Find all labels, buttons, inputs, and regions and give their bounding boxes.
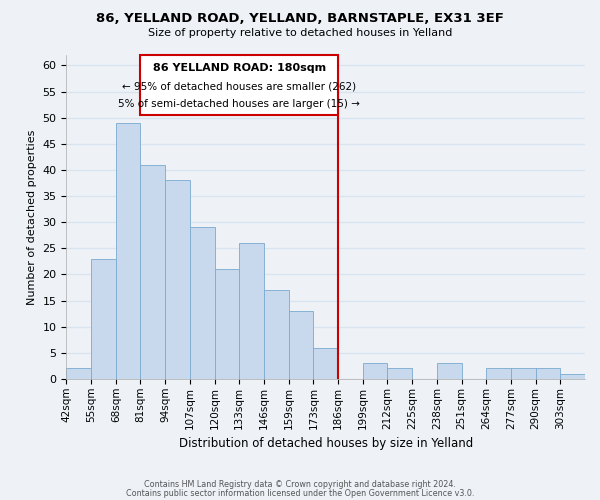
Text: ← 95% of detached houses are smaller (262): ← 95% of detached houses are smaller (26… <box>122 81 356 91</box>
FancyBboxPatch shape <box>140 55 338 115</box>
Bar <box>363 363 388 379</box>
Text: 5% of semi-detached houses are larger (15) →: 5% of semi-detached houses are larger (1… <box>118 100 360 110</box>
Text: Size of property relative to detached houses in Yelland: Size of property relative to detached ho… <box>148 28 452 38</box>
Bar <box>215 269 239 379</box>
Bar <box>511 368 536 379</box>
X-axis label: Distribution of detached houses by size in Yelland: Distribution of detached houses by size … <box>179 437 473 450</box>
Bar <box>388 368 412 379</box>
Y-axis label: Number of detached properties: Number of detached properties <box>27 130 37 304</box>
Bar <box>486 368 511 379</box>
Bar <box>116 123 140 379</box>
Text: Contains HM Land Registry data © Crown copyright and database right 2024.: Contains HM Land Registry data © Crown c… <box>144 480 456 489</box>
Bar <box>289 311 313 379</box>
Bar <box>239 243 264 379</box>
Bar <box>437 363 461 379</box>
Text: Contains public sector information licensed under the Open Government Licence v3: Contains public sector information licen… <box>126 488 474 498</box>
Text: 86 YELLAND ROAD: 180sqm: 86 YELLAND ROAD: 180sqm <box>153 63 326 73</box>
Bar <box>67 368 91 379</box>
Bar <box>536 368 560 379</box>
Text: 86, YELLAND ROAD, YELLAND, BARNSTAPLE, EX31 3EF: 86, YELLAND ROAD, YELLAND, BARNSTAPLE, E… <box>96 12 504 26</box>
Bar <box>140 164 165 379</box>
Bar <box>313 348 338 379</box>
Bar <box>91 258 116 379</box>
Bar <box>560 374 585 379</box>
Bar <box>190 228 215 379</box>
Bar <box>264 290 289 379</box>
Bar <box>165 180 190 379</box>
